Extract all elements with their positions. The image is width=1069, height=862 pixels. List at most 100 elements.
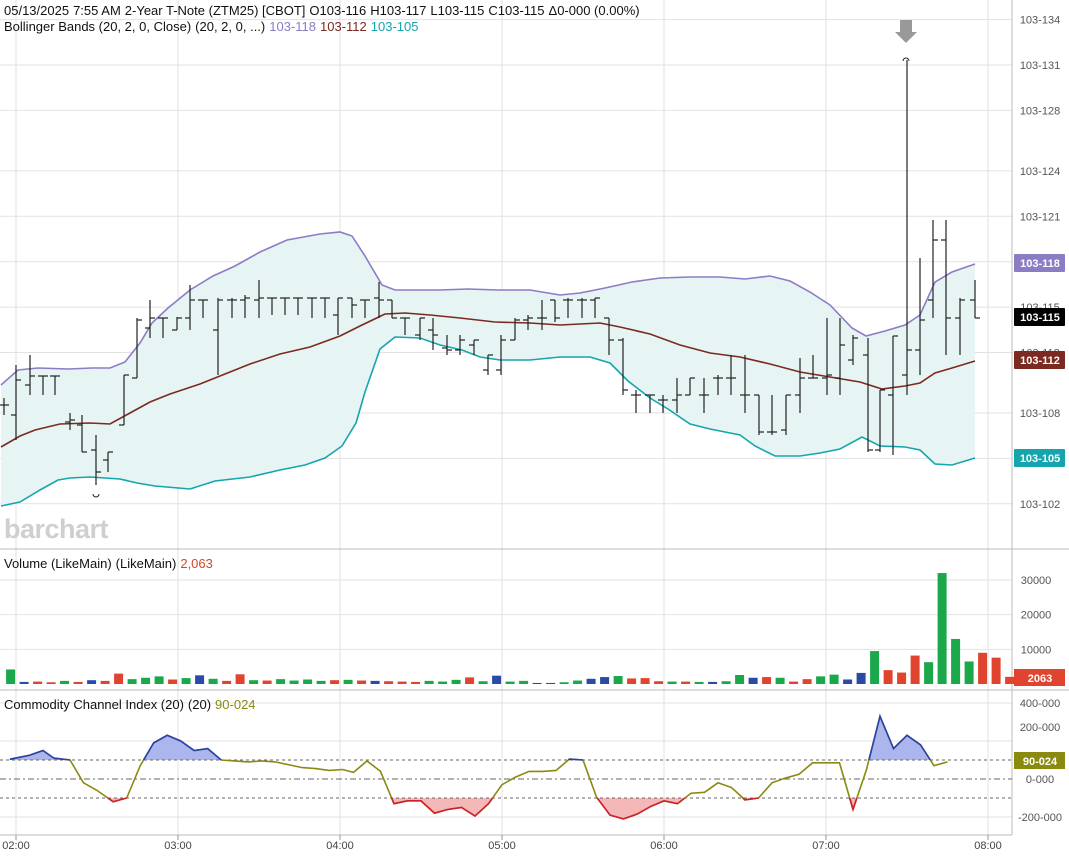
volume-bar [465, 677, 475, 684]
cci-axis-label: 200-000 [1020, 722, 1060, 734]
volume-bar [843, 679, 853, 684]
volume-bar [19, 681, 29, 684]
volume-bar [33, 681, 43, 684]
volume-bar [46, 682, 56, 684]
price-bar [50, 375, 60, 395]
price-bar [928, 220, 938, 318]
time-axis-label: 07:00 [812, 840, 840, 852]
cci-overbought-line [9, 713, 931, 761]
volume-bar [667, 681, 677, 684]
volume-bar [924, 662, 934, 684]
volume-bar [532, 682, 542, 684]
price-bar [387, 299, 397, 319]
volume-bar [775, 677, 785, 684]
price-bar [333, 297, 343, 335]
volume-bar [681, 681, 691, 684]
price-bar [550, 299, 560, 322]
price-bar [618, 338, 628, 395]
volume-axis-label: 30000 [1021, 575, 1052, 587]
header-low: L103-115 [430, 3, 485, 18]
price-tag-label: 103-112 [1020, 355, 1060, 367]
price-bar [38, 375, 48, 395]
volume-bar [249, 680, 259, 684]
price-bar [740, 355, 750, 413]
price-bar [360, 299, 370, 318]
price-bar [25, 355, 35, 395]
volume-bar [438, 681, 448, 684]
price-bar [254, 280, 264, 318]
header-time: 7:55 AM [73, 3, 121, 18]
price-bar [280, 297, 290, 315]
price-bar [767, 395, 777, 435]
cci-oversold-line [107, 797, 858, 820]
price-bar [835, 318, 845, 395]
price-bar [672, 378, 682, 413]
header-close: C103-115 [488, 3, 545, 18]
price-bar [415, 317, 425, 340]
bollinger-middle-line [0, 312, 976, 448]
volume-bar [492, 675, 502, 684]
volume-bar [1005, 676, 1015, 684]
volume-bar [114, 673, 124, 684]
price-bar [875, 389, 885, 452]
price-bar [213, 298, 223, 375]
volume-axis-label: 10000 [1021, 644, 1052, 656]
header-high: H103-117 [370, 3, 427, 18]
time-axis-label: 08:00 [974, 840, 1002, 852]
price-bar [374, 282, 384, 318]
price-bar [658, 395, 668, 413]
volume-bar [262, 680, 272, 684]
price-bar [941, 220, 951, 355]
volume-bar [708, 681, 718, 684]
price-tag-middle_band [1014, 351, 1065, 369]
volume-bar [397, 681, 407, 684]
price-bar [0, 398, 9, 415]
price-tag-label: 103-118 [1020, 258, 1060, 270]
price-axis-label: 103-108 [1020, 408, 1060, 420]
price-bar [132, 318, 142, 379]
header-symbol: 2-Year T-Note (ZTM25) [CBOT] [124, 3, 306, 18]
cci-value: 90-024 [215, 697, 256, 712]
volume-bar [883, 670, 893, 684]
bb-params: (20, 2, 0, ...) [195, 19, 266, 34]
volume-bar [829, 674, 839, 684]
price-bar [590, 297, 600, 318]
volume-bar [519, 680, 529, 684]
header-date: 05/13/2025 [4, 3, 70, 18]
time-axis-label: 04:00 [326, 840, 354, 852]
bb-mid-value: 103-112 [320, 19, 367, 34]
price-tag-label: 103-115 [1020, 312, 1060, 324]
volume-bar [505, 681, 515, 684]
volume-bar [370, 680, 380, 684]
volume-bar [748, 677, 758, 684]
volume-bar [546, 682, 556, 684]
price-bar [888, 335, 898, 455]
price-bar [307, 297, 317, 318]
volume-bar [208, 678, 218, 684]
volume-bar [154, 676, 164, 684]
price-bar [240, 295, 250, 318]
price-axis-label: 103-121 [1020, 211, 1060, 223]
price-bar [145, 300, 155, 338]
volume-bar [127, 679, 137, 684]
bb-upper-value: 103-118 [269, 19, 316, 34]
price-bar [510, 318, 520, 341]
price-bar [604, 317, 614, 355]
bollinger-lower-line [0, 336, 976, 507]
time-axis-label: 03:00 [164, 840, 192, 852]
volume-bar [721, 681, 731, 684]
volume-bar [141, 677, 151, 684]
price-bar [795, 358, 805, 413]
volume-bar [195, 675, 205, 684]
volume-bar [978, 652, 988, 684]
volume-bar [964, 661, 974, 684]
volume-bar [627, 678, 637, 684]
cci-label: Commodity Channel Index (20) [4, 697, 184, 712]
volume-bar [600, 677, 610, 684]
price-bar [11, 365, 21, 440]
down-arrow-icon [895, 20, 917, 43]
price-bar [469, 339, 479, 355]
time-axis-label: 02:00 [2, 840, 30, 852]
price-tag-lower_band [1014, 449, 1065, 467]
